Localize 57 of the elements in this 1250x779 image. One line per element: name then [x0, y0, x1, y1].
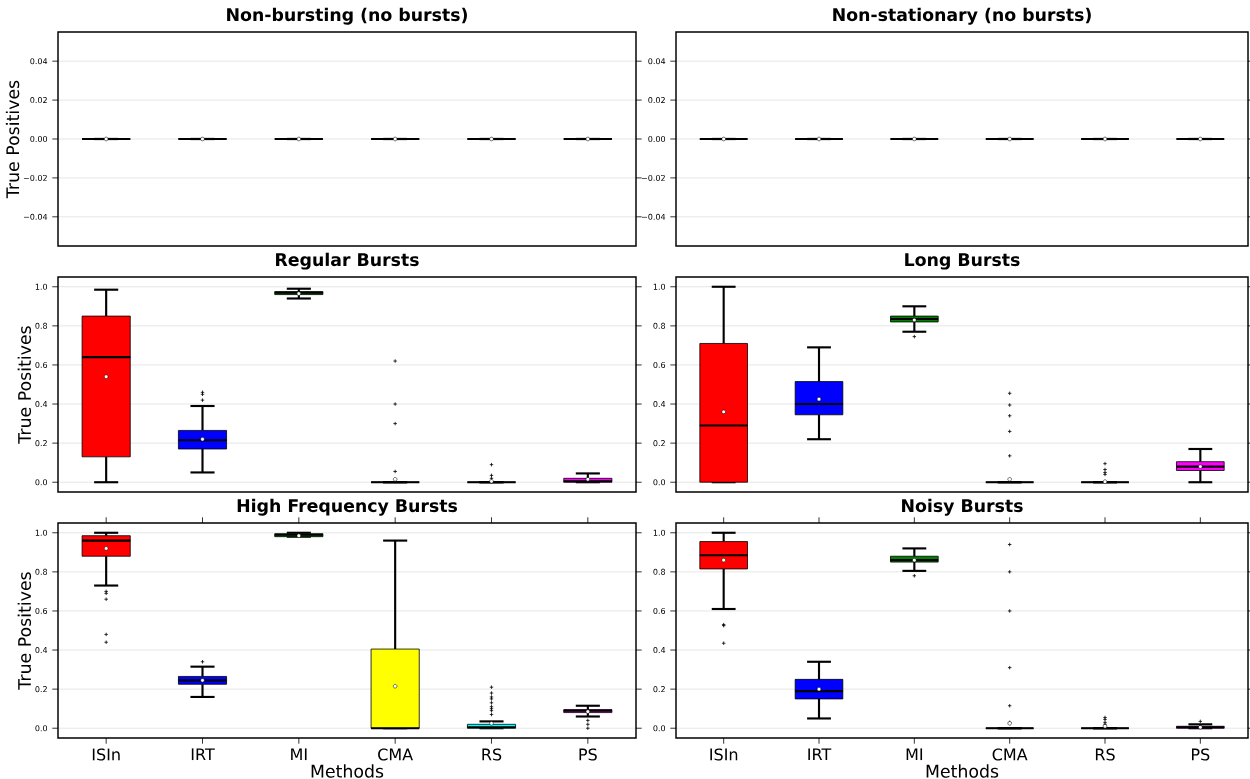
y-tick-label: 0.8 — [653, 568, 666, 575]
y-tick-label: 0.00 — [30, 135, 48, 143]
x-tick-label: MI — [906, 748, 923, 761]
x-tick-label: ISIn — [710, 748, 738, 761]
y-tick-label: 0.2 — [35, 440, 47, 447]
y-tick-label: 0.04 — [30, 58, 48, 65]
x-tick-label: PS — [579, 748, 597, 761]
y-tick-label: 0.2 — [653, 686, 665, 693]
y-tick-label: 0.8 — [653, 322, 666, 329]
y-tick-label: 1.0 — [35, 283, 48, 290]
y-tick-label: 1.0 — [653, 529, 666, 536]
x-tick-label: RS — [1095, 748, 1115, 761]
y-tick-label: 0.8 — [35, 568, 48, 575]
y-tick-label: 0.04 — [648, 58, 666, 65]
y-tick-label: 0.6 — [653, 607, 666, 614]
x-axis-title: Methods — [926, 764, 999, 778]
x-tick-label: CMA — [378, 748, 413, 761]
y-tick-label: 0.8 — [35, 322, 48, 329]
x-tick-label: ISIn — [92, 748, 120, 761]
x-tick-label: PS — [1192, 748, 1210, 761]
y-tick-label: 0.6 — [653, 361, 666, 368]
y-tick-label: 0.4 — [35, 401, 48, 408]
y-tick-label: 1.0 — [35, 529, 48, 536]
x-tick-label: IRT — [191, 748, 215, 761]
y-tick-label: 0.0 — [35, 725, 48, 732]
y-tick-label: −0.04 — [641, 213, 666, 220]
chart-title: Noisy Bursts — [902, 498, 1023, 516]
x-tick-label: MI — [291, 748, 307, 761]
chart-title: Regular Bursts — [276, 252, 419, 270]
y-axis-title: True Positives — [5, 80, 20, 199]
x-axis-title: Methods — [311, 764, 384, 778]
y-tick-label: 0.0 — [653, 725, 666, 732]
y-axis-title: True Positives — [17, 326, 32, 444]
x-tick-label: CMA — [992, 748, 1028, 761]
y-tick-label: 0.0 — [35, 479, 48, 486]
y-tick-label: −0.02 — [641, 174, 665, 181]
x-tick-label: RS — [482, 748, 502, 761]
y-tick-label: 0.0 — [653, 479, 666, 486]
y-tick-label: 0.2 — [35, 686, 47, 693]
y-tick-label: 0.4 — [653, 647, 666, 654]
y-tick-label: −0.02 — [23, 174, 47, 181]
chart-title: High Frequency Bursts — [237, 498, 458, 516]
y-tick-label: 0.6 — [35, 607, 48, 614]
chart-title: Long Bursts — [905, 253, 1020, 270]
y-tick-label: 0.4 — [35, 647, 48, 654]
y-tick-label: 0.2 — [653, 440, 665, 447]
y-axis-title: True Positives — [17, 572, 32, 690]
y-tick-label: 0.00 — [648, 135, 666, 143]
y-tick-label: −0.04 — [23, 213, 48, 220]
y-tick-label: 0.4 — [653, 401, 666, 408]
chart-title: Non-stationary (no bursts) — [833, 7, 1091, 25]
y-tick-label: 0.02 — [648, 97, 665, 104]
x-tick-label: IRT — [808, 748, 832, 761]
y-tick-label: 1.0 — [653, 283, 666, 290]
y-tick-label: 0.6 — [35, 361, 48, 368]
chart-title: Non-bursting (no bursts) — [227, 7, 467, 25]
y-tick-label: 0.02 — [30, 97, 47, 104]
